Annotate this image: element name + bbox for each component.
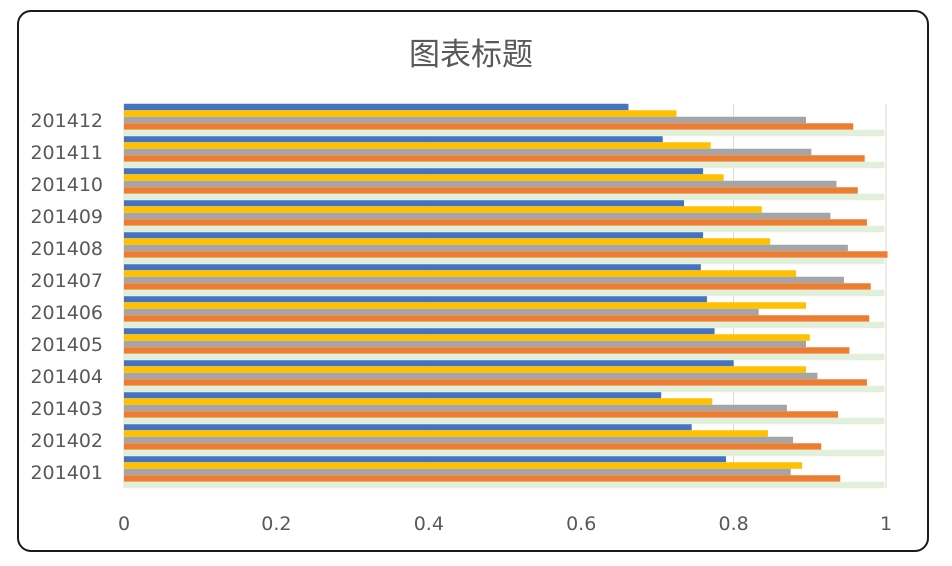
bar-201405-s2 (124, 334, 810, 341)
y-tick-label: 201405 (30, 334, 103, 356)
bars (124, 103, 888, 489)
x-tick-label: 0.8 (718, 513, 748, 535)
bar-201402-s5 (124, 449, 885, 457)
bar-201405-s5 (124, 353, 885, 361)
bar-201412-s5 (124, 129, 885, 137)
bar-201406-s5 (124, 321, 885, 329)
y-tick-label: 201401 (30, 462, 103, 484)
bar-201402-s2 (124, 430, 768, 437)
bar-chart: 图表标题 0 0.2 0.4 0.6 0.8 1 20140120140220140320… (30, 37, 892, 535)
bar-201408-s1 (124, 231, 704, 239)
bar-201410-s4 (124, 187, 858, 194)
bar-201407-s2 (124, 270, 797, 277)
bar-201402-s1 (124, 423, 692, 431)
bar-201407-s3 (124, 276, 845, 284)
bar-201401-s2 (124, 462, 803, 469)
y-tick-label: 201404 (30, 366, 103, 388)
y-tick-label: 201402 (30, 430, 103, 452)
chart-title: 图表标题 (409, 37, 533, 73)
bar-201406-s3 (124, 308, 759, 316)
bar-201412-s1 (124, 103, 629, 111)
bar-201404-s5 (124, 385, 885, 393)
bar-201407-s4 (124, 283, 871, 290)
bar-201404-s3 (124, 372, 818, 380)
bar-201403-s3 (124, 404, 787, 412)
bar-201402-s3 (124, 436, 794, 444)
bar-201405-s1 (124, 327, 715, 335)
bar-201403-s1 (124, 391, 662, 399)
y-tick-label: 201410 (30, 174, 103, 196)
bar-201407-s1 (124, 263, 701, 271)
bar-201410-s5 (124, 193, 885, 201)
bar-201406-s1 (124, 295, 707, 303)
bar-201411-s2 (124, 142, 711, 149)
bar-201409-s4 (124, 219, 867, 226)
bar-201408-s4 (124, 251, 888, 258)
bar-201412-s4 (124, 123, 854, 130)
bar-201404-s1 (124, 359, 734, 367)
y-tick-label: 201408 (30, 238, 103, 260)
bar-201409-s1 (124, 199, 685, 207)
bar-201406-s4 (124, 315, 870, 322)
bar-201402-s4 (124, 443, 822, 450)
x-tick-label: 1 (880, 513, 892, 535)
bar-201401-s3 (124, 468, 791, 476)
bar-201405-s4 (124, 347, 850, 354)
x-tick-label: 0.2 (261, 513, 291, 535)
bar-201405-s3 (124, 340, 806, 348)
bar-201411-s3 (124, 148, 812, 156)
bar-201408-s5 (124, 257, 885, 265)
x-tick-label: 0.6 (566, 513, 596, 535)
bar-201406-s2 (124, 302, 806, 309)
y-tick-label: 201409 (30, 206, 103, 228)
bar-201401-s4 (124, 475, 841, 482)
x-tick-label: 0 (118, 513, 130, 535)
bar-201403-s5 (124, 417, 885, 425)
bar-201410-s1 (124, 167, 704, 175)
y-tick-label: 201411 (30, 142, 103, 164)
bar-201409-s3 (124, 212, 831, 220)
bar-201404-s4 (124, 379, 867, 386)
bar-201401-s5 (124, 481, 885, 489)
chart-area: 图表标题 0 0.2 0.4 0.6 0.8 1 201401 201402 201403 20… (17, 10, 929, 552)
x-tick-label: 0.4 (414, 513, 444, 535)
bar-201411-s4 (124, 155, 865, 162)
bar-201409-s5 (124, 225, 885, 233)
y-tick-label: 201406 (30, 302, 103, 324)
bar-201401-s1 (124, 455, 726, 463)
bar-201403-s4 (124, 411, 838, 418)
bar-201409-s2 (124, 206, 762, 213)
x-axis-tick-labels: 0 0.2 0.4 0.6 0.8 1 (118, 513, 892, 535)
bar-201411-s5 (124, 161, 885, 169)
bar-201412-s3 (124, 116, 806, 124)
bar-201404-s2 (124, 366, 806, 373)
bar-201403-s2 (124, 398, 713, 405)
bar-201408-s2 (124, 238, 771, 245)
bar-201408-s3 (124, 244, 848, 252)
bar-201411-s1 (124, 135, 663, 143)
bar-201412-s2 (124, 110, 677, 117)
y-tick-label: 201412 (30, 110, 103, 132)
y-tick-label: 201407 (30, 270, 103, 292)
bar-201410-s2 (124, 174, 724, 181)
y-axis-category-labels: 201401 201402 201403 201404 201405 201406 2014… (30, 110, 103, 484)
bar-201410-s3 (124, 180, 837, 188)
bar-201407-s5 (124, 289, 885, 297)
y-tick-label: 201403 (30, 398, 103, 420)
